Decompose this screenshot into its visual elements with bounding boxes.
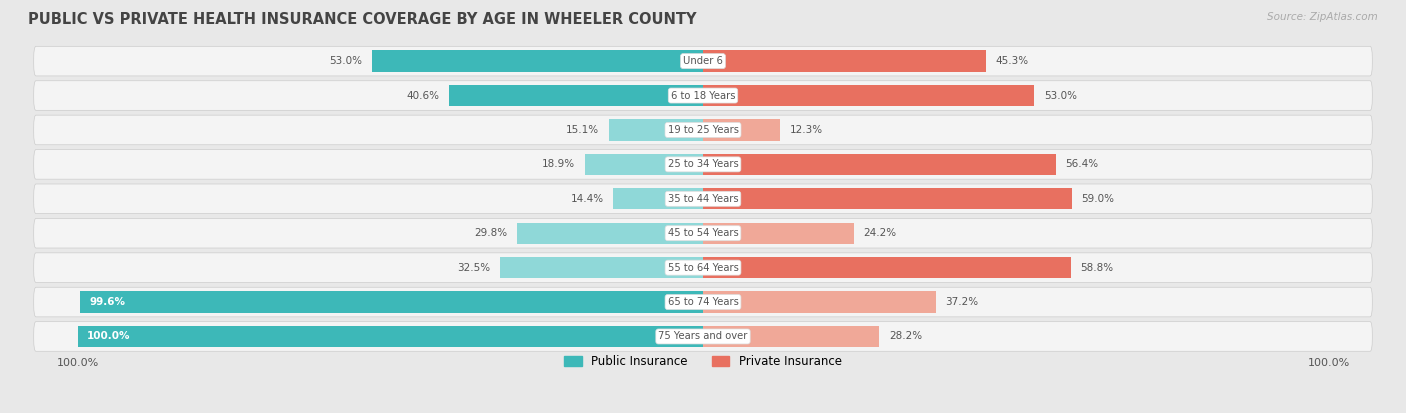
Text: 14.4%: 14.4% — [571, 194, 603, 204]
Text: 53.0%: 53.0% — [329, 56, 363, 66]
Text: 55 to 64 Years: 55 to 64 Years — [668, 263, 738, 273]
Bar — [585, 154, 703, 175]
Text: 35 to 44 Years: 35 to 44 Years — [668, 194, 738, 204]
Bar — [371, 50, 703, 72]
Text: 28.2%: 28.2% — [889, 332, 922, 342]
Text: 53.0%: 53.0% — [1043, 90, 1077, 100]
Text: 56.4%: 56.4% — [1066, 159, 1098, 169]
Bar — [77, 326, 703, 347]
Legend: Public Insurance, Private Insurance: Public Insurance, Private Insurance — [560, 350, 846, 373]
Text: 58.8%: 58.8% — [1080, 263, 1114, 273]
FancyBboxPatch shape — [34, 81, 1372, 110]
Text: 99.6%: 99.6% — [90, 297, 125, 307]
Text: Source: ZipAtlas.com: Source: ZipAtlas.com — [1267, 12, 1378, 22]
Text: 100.0%: 100.0% — [87, 332, 131, 342]
Bar — [703, 50, 987, 72]
Text: 24.2%: 24.2% — [863, 228, 897, 238]
FancyBboxPatch shape — [34, 46, 1372, 76]
Bar — [613, 188, 703, 209]
Bar — [499, 257, 703, 278]
Bar — [703, 257, 1071, 278]
Text: 75 Years and over: 75 Years and over — [658, 332, 748, 342]
Text: 15.1%: 15.1% — [567, 125, 599, 135]
Bar — [703, 85, 1035, 106]
Text: 29.8%: 29.8% — [474, 228, 508, 238]
Bar — [703, 223, 855, 244]
Text: 40.6%: 40.6% — [406, 90, 440, 100]
Bar — [703, 326, 879, 347]
Bar — [449, 85, 703, 106]
Text: 6 to 18 Years: 6 to 18 Years — [671, 90, 735, 100]
Text: PUBLIC VS PRIVATE HEALTH INSURANCE COVERAGE BY AGE IN WHEELER COUNTY: PUBLIC VS PRIVATE HEALTH INSURANCE COVER… — [28, 12, 696, 27]
FancyBboxPatch shape — [34, 253, 1372, 282]
Text: 32.5%: 32.5% — [457, 263, 491, 273]
Bar — [516, 223, 703, 244]
Text: 59.0%: 59.0% — [1081, 194, 1115, 204]
Bar — [703, 188, 1071, 209]
Bar — [703, 119, 780, 141]
FancyBboxPatch shape — [34, 218, 1372, 248]
Text: 45.3%: 45.3% — [995, 56, 1029, 66]
Bar — [703, 154, 1056, 175]
Text: 18.9%: 18.9% — [543, 159, 575, 169]
FancyBboxPatch shape — [34, 115, 1372, 145]
FancyBboxPatch shape — [34, 322, 1372, 351]
Text: 19 to 25 Years: 19 to 25 Years — [668, 125, 738, 135]
FancyBboxPatch shape — [34, 184, 1372, 214]
Text: 12.3%: 12.3% — [789, 125, 823, 135]
Text: 25 to 34 Years: 25 to 34 Years — [668, 159, 738, 169]
Bar — [80, 292, 703, 313]
Text: 37.2%: 37.2% — [945, 297, 979, 307]
Text: 65 to 74 Years: 65 to 74 Years — [668, 297, 738, 307]
Text: Under 6: Under 6 — [683, 56, 723, 66]
Bar — [703, 292, 935, 313]
FancyBboxPatch shape — [34, 150, 1372, 179]
FancyBboxPatch shape — [34, 287, 1372, 317]
Bar — [609, 119, 703, 141]
Text: 45 to 54 Years: 45 to 54 Years — [668, 228, 738, 238]
